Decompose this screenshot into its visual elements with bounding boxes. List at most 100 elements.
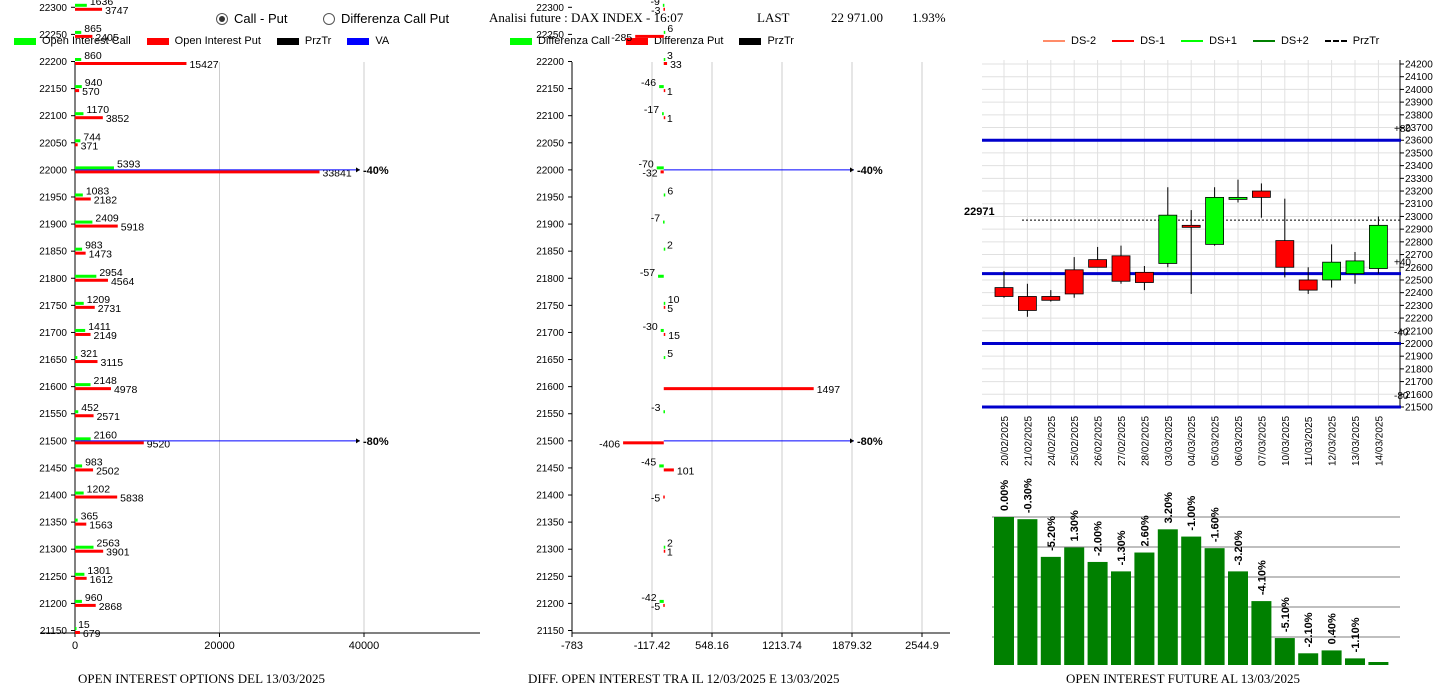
bar-value-label: 865: [84, 23, 102, 35]
bar-value-label: 3115: [101, 357, 124, 369]
bar-put: [75, 197, 91, 201]
future-bar: [1040, 556, 1061, 665]
candle-body: [1135, 271, 1154, 283]
bar-value-label: 2182: [94, 194, 118, 206]
legend-future: DS-2 DS-1 DS+1 DS+2 PrzTr: [1043, 35, 1395, 47]
legend-swatch: [1112, 40, 1135, 42]
y-tick-label: 23600: [1405, 136, 1433, 147]
bar-value-label: 5: [667, 303, 673, 315]
bar-call: [75, 166, 114, 170]
bar-value-label: 2: [667, 538, 673, 550]
bar-put: [75, 576, 87, 580]
y-tick-label: 21750: [39, 301, 67, 312]
bar-value-label: 452: [81, 402, 99, 414]
bar-value-label: -57: [640, 267, 655, 279]
y-tick-label: 21650: [536, 355, 564, 366]
y-tick-label: 22300: [39, 3, 67, 14]
footer-future: OPEN INTEREST FUTURE AL 13/03/2025: [1066, 671, 1301, 686]
bar-diff-put: [663, 549, 666, 553]
bar-call: [75, 301, 84, 305]
bar-value-label: 940: [85, 77, 103, 89]
legend-swatch: [739, 37, 762, 45]
bar-value-label: 2148: [94, 375, 118, 387]
radio-differenza-label: Differenza Call Put: [341, 11, 450, 26]
future-bar: [1134, 552, 1155, 665]
x-tick-label: 1879.32: [832, 640, 872, 652]
future-bar: [1298, 653, 1319, 665]
bar-value-label: 2954: [99, 267, 123, 279]
radio-differenza[interactable]: Differenza Call Put: [323, 11, 449, 26]
y-tick-label: 21850: [536, 247, 564, 258]
legend1-item: Open Interest Put: [146, 35, 261, 47]
bar-value-label: 15: [668, 330, 680, 342]
bar-value-label: -3: [651, 402, 660, 414]
va-band-label: +80: [1394, 124, 1411, 135]
y-tick-label: 21550: [39, 409, 67, 420]
y-tick-label: 23100: [1405, 199, 1433, 210]
bar-diff-call: [663, 30, 666, 34]
y-tick-label: 21250: [39, 572, 67, 583]
va-band-label: -80: [1394, 391, 1409, 402]
bar-diff-call: [659, 464, 664, 468]
bar-diff-call: [662, 112, 664, 116]
y-tick-label: 23400: [1405, 161, 1433, 172]
y-tick-label: 24100: [1405, 72, 1433, 83]
radio-dot-icon[interactable]: [216, 12, 228, 25]
legend-swatch: [1043, 40, 1065, 42]
bar-value-label: 3747: [105, 5, 129, 17]
radio-dot-icon[interactable]: [323, 12, 335, 25]
bar-call: [75, 545, 94, 549]
bar-put: [75, 414, 94, 418]
candle-body: [1322, 261, 1341, 281]
bar-put: [75, 332, 91, 336]
y-tick-label: 22150: [536, 84, 564, 95]
bar-value-label: 2563: [97, 538, 121, 550]
x-tick-label: 24/02/2025: [1047, 416, 1058, 466]
bar-diff-call: [663, 410, 665, 414]
y-tick-label: 21450: [39, 463, 67, 474]
bar-put: [75, 251, 86, 255]
future-bar-label: -1.30%: [1116, 530, 1128, 565]
va-band-label: +40: [1394, 258, 1411, 269]
x-tick-label: 1213.74: [762, 640, 802, 652]
y-tick-label: 21550: [536, 409, 564, 420]
candle-body: [1064, 269, 1084, 295]
bar-value-label: 2405: [95, 32, 119, 44]
radio-call-put[interactable]: Call - Put: [216, 11, 287, 26]
bar-value-label: 10: [668, 294, 680, 306]
y-tick-label: 21300: [39, 545, 67, 556]
future-bar: [1087, 561, 1108, 665]
bar-value-label: 33: [670, 59, 682, 71]
bar-put: [75, 170, 320, 174]
bar-diff-put: [663, 603, 665, 607]
future-bar-label: -5.20%: [1046, 516, 1058, 551]
bar-value-label: 983: [85, 240, 103, 252]
bar-diff-call: [659, 599, 664, 603]
footer-oi: OPEN INTEREST OPTIONS DEL 13/03/2025: [78, 671, 325, 686]
legend3-item: DS-1: [1112, 35, 1165, 47]
x-tick-label: 28/02/2025: [1140, 416, 1151, 466]
x-tick-label: 25/02/2025: [1070, 416, 1081, 466]
future-bar: [1064, 547, 1085, 665]
bar-value-label: 1202: [87, 484, 111, 496]
bar-put: [75, 62, 187, 65]
bar-put: [75, 468, 94, 472]
legend2-item: Differenza Call: [510, 35, 610, 47]
bar-put: [75, 495, 118, 499]
bar-diff-put: [663, 89, 666, 93]
bar-value-label: 2502: [96, 465, 120, 477]
candle-body: [1298, 279, 1318, 291]
future-bar: [1251, 601, 1272, 665]
future-bar-label: 1.30%: [1069, 510, 1081, 541]
bar-call: [75, 437, 91, 441]
bar-call: [75, 193, 83, 197]
bar-value-label: 1301: [87, 565, 111, 577]
bar-diff-put: [663, 116, 666, 120]
future-bar: [1111, 571, 1131, 665]
legend2-item: Differenza Put: [625, 35, 723, 47]
legend1-item: Open Interest Call: [14, 35, 131, 47]
bar-value-label: 1: [667, 86, 673, 98]
y-tick-label: 22200: [39, 57, 67, 68]
y-tick-label: 23800: [1405, 110, 1433, 121]
bar-value-label: 1083: [86, 185, 110, 197]
